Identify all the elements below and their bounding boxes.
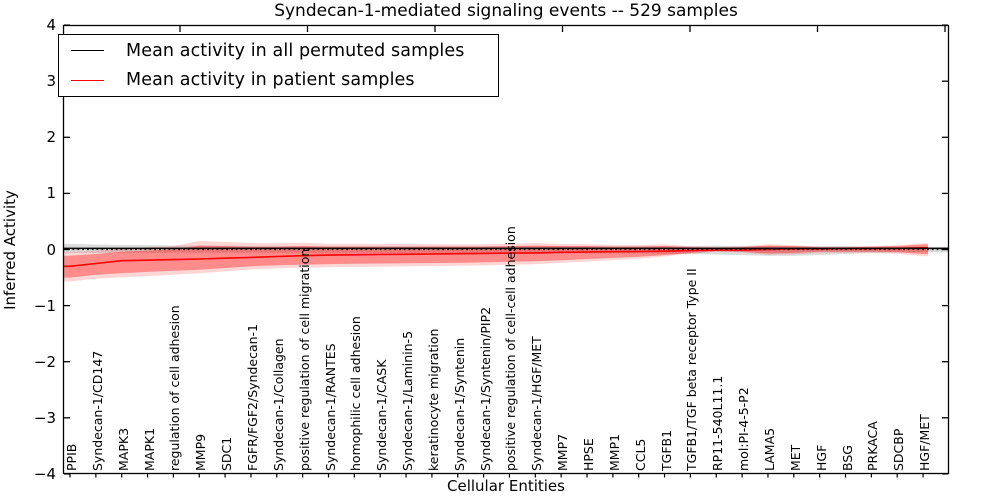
x-entity-label: HGF/MET bbox=[917, 414, 933, 471]
x-entity-label: Syndecan-1/Laminin-5 bbox=[400, 330, 416, 471]
y-tick-label: −2 bbox=[33, 352, 56, 371]
x-entity-label: BSG bbox=[839, 445, 855, 471]
y-tick-label: 2 bbox=[46, 128, 56, 147]
x-entity-label: PRKACA bbox=[865, 421, 881, 471]
x-entity-label: Syndecan-1/Syntenin/PIP2 bbox=[477, 306, 493, 471]
x-entity-label: FGFR/FGF2/Syndecan-1 bbox=[244, 324, 260, 471]
x-entity-label: TGFB1/TGF beta receptor Type II bbox=[684, 268, 700, 471]
x-entity-label: Syndecan-1/Collagen bbox=[270, 338, 286, 471]
x-entity-label: Syndecan-1/Syntenin bbox=[451, 337, 467, 471]
patient-band-outer bbox=[63, 240, 928, 282]
x-entity-label: positive regulation of cell migration bbox=[296, 248, 312, 471]
x-entity-label: Syndecan-1/RANTES bbox=[322, 343, 338, 471]
patient-band-inner bbox=[63, 244, 928, 278]
x-entity-label: Syndecan-1/CASK bbox=[374, 359, 390, 471]
x-entity-label: CCL5 bbox=[632, 438, 648, 471]
x-entity-label: positive regulation of cell-cell adhesio… bbox=[503, 226, 519, 471]
legend-line-swatch-patient bbox=[71, 79, 104, 81]
legend-item-patient: Mean activity in patient samples bbox=[59, 66, 498, 94]
y-tick-label: −3 bbox=[33, 408, 56, 427]
x-entity-label: SDC1 bbox=[219, 436, 235, 471]
legend-item-permuted: Mean activity in all permuted samples bbox=[59, 37, 498, 65]
y-tick-label: −4 bbox=[33, 464, 56, 483]
x-entity-label: PPIB bbox=[64, 443, 79, 471]
y-tick-label: 0 bbox=[46, 240, 56, 259]
legend-label-permuted: Mean activity in all permuted samples bbox=[126, 40, 465, 61]
legend-label-patient: Mean activity in patient samples bbox=[126, 70, 415, 91]
x-entity-label: RP11-540L11.1 bbox=[710, 375, 726, 471]
plot-border bbox=[62, 24, 950, 475]
chart-title: Syndecan-1-mediated signaling events -- … bbox=[274, 1, 738, 21]
x-entity-label: HGF bbox=[813, 444, 829, 471]
x-entity-label: MMP1 bbox=[606, 433, 622, 471]
x-entity-label: SDCBP bbox=[891, 428, 907, 471]
x-entity-label: regulation of cell adhesion bbox=[167, 305, 183, 471]
x-entity-label: keratinocyte migration bbox=[425, 328, 441, 471]
x-entity-label: MAPK1 bbox=[141, 427, 157, 471]
x-entity-label: MMP7 bbox=[555, 433, 571, 471]
x-entity-label: TGFB1 bbox=[658, 429, 674, 471]
x-axis-label: Cellular Entities bbox=[447, 477, 565, 495]
x-entity-label: Syndecan-1/HGF/MET bbox=[529, 336, 545, 471]
y-tick-label: −1 bbox=[33, 296, 56, 315]
x-entity-label: homophilic cell adhesion bbox=[348, 316, 364, 471]
x-entity-label: MAPK3 bbox=[115, 427, 131, 471]
x-entity-label: HPSE bbox=[581, 438, 596, 471]
x-entity-label: LAMA5 bbox=[761, 427, 777, 471]
legend-line-swatch-permuted bbox=[71, 50, 104, 52]
y-tick-label: 3 bbox=[46, 72, 56, 91]
y-tick-label: 4 bbox=[46, 16, 56, 35]
x-entity-label: MET bbox=[787, 444, 803, 471]
x-entity-label: Syndecan-1/CD147 bbox=[89, 350, 105, 471]
x-entity-label: MMP9 bbox=[193, 433, 209, 471]
x-entity-label: mol:PI-4-5-P2 bbox=[736, 387, 752, 471]
legend: Mean activity in all permuted samples Me… bbox=[58, 34, 499, 97]
y-tick-label: 1 bbox=[46, 184, 56, 203]
